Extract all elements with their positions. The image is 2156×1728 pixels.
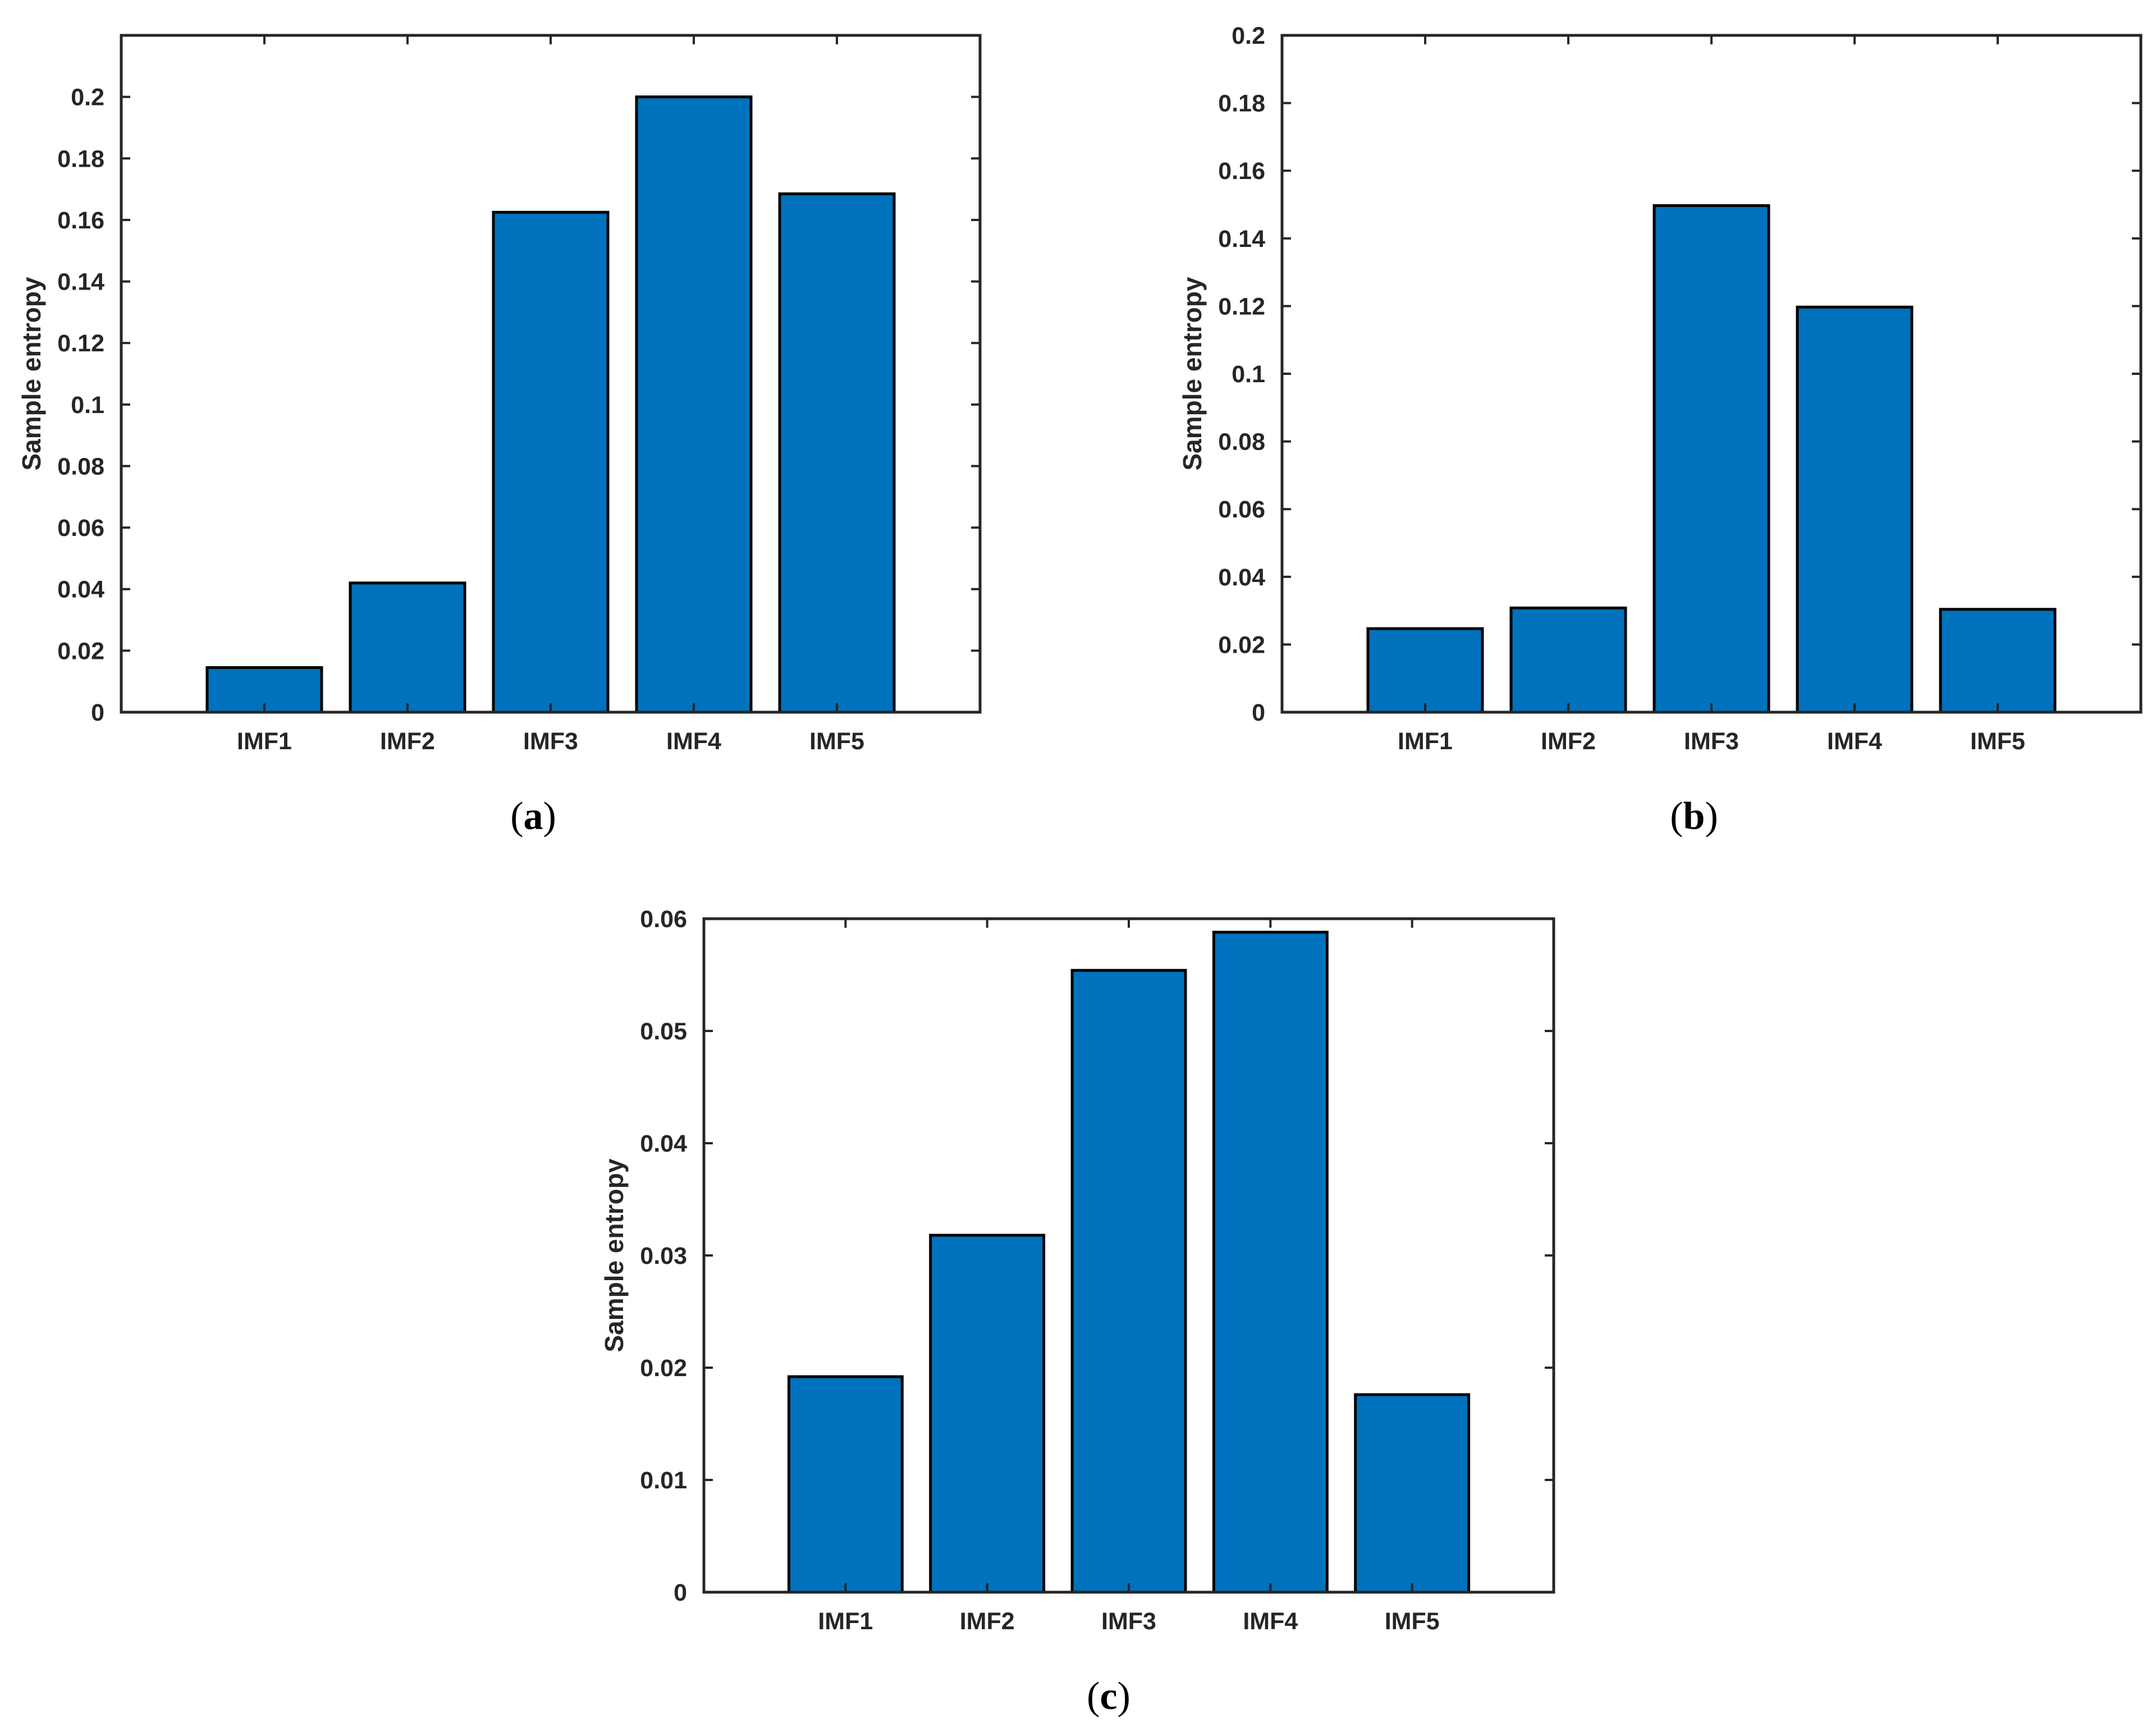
y-tick-label-b-7: 0.14 — [1218, 226, 1265, 253]
bars-a — [205, 95, 896, 714]
y-tick-label-b-0: 0 — [1252, 699, 1265, 726]
y-tick-label-b-6: 0.12 — [1218, 293, 1265, 320]
bar-c-imf4 — [1212, 931, 1329, 1594]
y-tick-label-c-5: 0.05 — [640, 1018, 687, 1045]
bar-a-imf5 — [778, 192, 896, 714]
y-tick-label-a-9: 0.18 — [57, 145, 104, 172]
y-tick-label-a-3: 0.06 — [57, 515, 104, 542]
bar-b-imf5 — [1939, 608, 2057, 714]
ticks-c: IMF1 IMF2 IMF3 IMF4 IMF5 0 0.01 0.02 0.03 0.04 0.0… — [640, 906, 1554, 1635]
bar-a-imf4 — [635, 95, 753, 714]
y-tick-label-a-0: 0 — [91, 699, 104, 726]
x-tick-label-c-2: IMF2 — [960, 1608, 1015, 1635]
y-tick-label-b-1: 0.02 — [1218, 631, 1265, 658]
y-tick-label-b-5: 0.1 — [1232, 361, 1265, 388]
x-tick-label-a-5: IMF5 — [809, 728, 864, 755]
plot-area-c — [702, 917, 1555, 1594]
bar-b-imf3 — [1653, 204, 1770, 714]
y-tick-label-a-7: 0.14 — [57, 269, 104, 296]
x-tick-label-c-5: IMF5 — [1385, 1608, 1440, 1635]
x-tick-label-c-1: IMF1 — [818, 1608, 873, 1635]
ticks-b: IMF1 IMF2 IMF3 IMF4 IMF5 0 0.02 0.04 0.06 0.08 0.1… — [1218, 22, 2141, 755]
y-tick-label-a-2: 0.04 — [57, 576, 104, 603]
x-tick-label-b-2: IMF2 — [1541, 728, 1596, 755]
caption-b: (b) — [1670, 795, 1718, 838]
y-tick-label-c-1: 0.01 — [640, 1467, 687, 1494]
y-tick-label-c-3: 0.03 — [640, 1243, 687, 1269]
x-tick-label-a-3: IMF3 — [523, 728, 578, 755]
x-tick-label-c-3: IMF3 — [1101, 1608, 1156, 1635]
caption-a: (a) — [510, 795, 556, 838]
y-tick-label-a-6: 0.12 — [57, 330, 104, 357]
y-tick-label-b-3: 0.06 — [1218, 496, 1265, 523]
x-tick-label-b-4: IMF4 — [1827, 728, 1882, 755]
x-tick-label-a-4: IMF4 — [666, 728, 721, 755]
x-tick-label-a-2: IMF2 — [380, 728, 435, 755]
bars-b — [1366, 204, 2057, 714]
bar-b-imf2 — [1509, 606, 1627, 714]
panel-c: IMF1 IMF2 IMF3 IMF4 IMF5 0 0.01 0.02 0.03 0.04 0.0… — [599, 906, 1555, 1718]
y-tick-label-b-10: 0.2 — [1232, 22, 1265, 49]
bar-c-imf1 — [787, 1375, 904, 1594]
x-tick-label-a-1: IMF1 — [237, 728, 292, 755]
bar-b-imf4 — [1796, 305, 1914, 714]
bar-c-imf5 — [1354, 1393, 1471, 1594]
x-tick-label-b-1: IMF1 — [1398, 728, 1453, 755]
y-tick-label-c-2: 0.02 — [640, 1355, 687, 1382]
y-tick-label-a-1: 0.02 — [57, 638, 104, 664]
y-tick-label-c-4: 0.04 — [640, 1130, 687, 1157]
bar-a-imf3 — [492, 210, 610, 714]
ticks-a: IMF1 IMF2 IMF3 IMF4 IMF5 0 0.02 0.04 0.06 0.08 0.1… — [57, 35, 980, 755]
y-axis-title-b: Sample entropy — [1178, 277, 1207, 471]
bar-c-imf3 — [1070, 969, 1187, 1594]
x-tick-label-b-5: IMF5 — [1970, 728, 2025, 755]
y-tick-label-c-0: 0 — [674, 1579, 687, 1606]
bars-c — [787, 931, 1471, 1594]
y-tick-label-a-5: 0.1 — [71, 392, 104, 419]
plot-area-a — [120, 34, 982, 714]
x-tick-label-c-4: IMF4 — [1243, 1608, 1298, 1635]
bar-b-imf1 — [1366, 627, 1484, 714]
y-axis-title-c: Sample entropy — [599, 1158, 629, 1353]
y-tick-label-b-4: 0.08 — [1218, 429, 1265, 456]
bar-c-imf2 — [929, 1234, 1046, 1594]
y-tick-label-c-6: 0.06 — [640, 906, 687, 933]
y-tick-label-a-10: 0.2 — [71, 84, 104, 111]
y-tick-label-a-8: 0.16 — [57, 207, 104, 234]
caption-c: (c) — [1087, 1675, 1130, 1718]
x-tick-label-b-3: IMF3 — [1684, 728, 1739, 755]
y-tick-label-a-4: 0.08 — [57, 453, 104, 480]
panel-a: IMF1 IMF2 IMF3 IMF4 IMF5 0 0.02 0.04 0.06 0.08 0.1… — [17, 34, 982, 838]
y-tick-label-b-2: 0.04 — [1218, 564, 1265, 591]
plot-area-b — [1280, 34, 2143, 714]
y-tick-label-b-8: 0.16 — [1218, 158, 1265, 185]
panel-b: IMF1 IMF2 IMF3 IMF4 IMF5 0 0.02 0.04 0.06 0.08 0.1… — [1178, 22, 2143, 838]
y-tick-label-b-9: 0.18 — [1218, 90, 1265, 117]
bar-a-imf2 — [349, 581, 466, 714]
y-axis-title-a: Sample entropy — [17, 277, 46, 471]
